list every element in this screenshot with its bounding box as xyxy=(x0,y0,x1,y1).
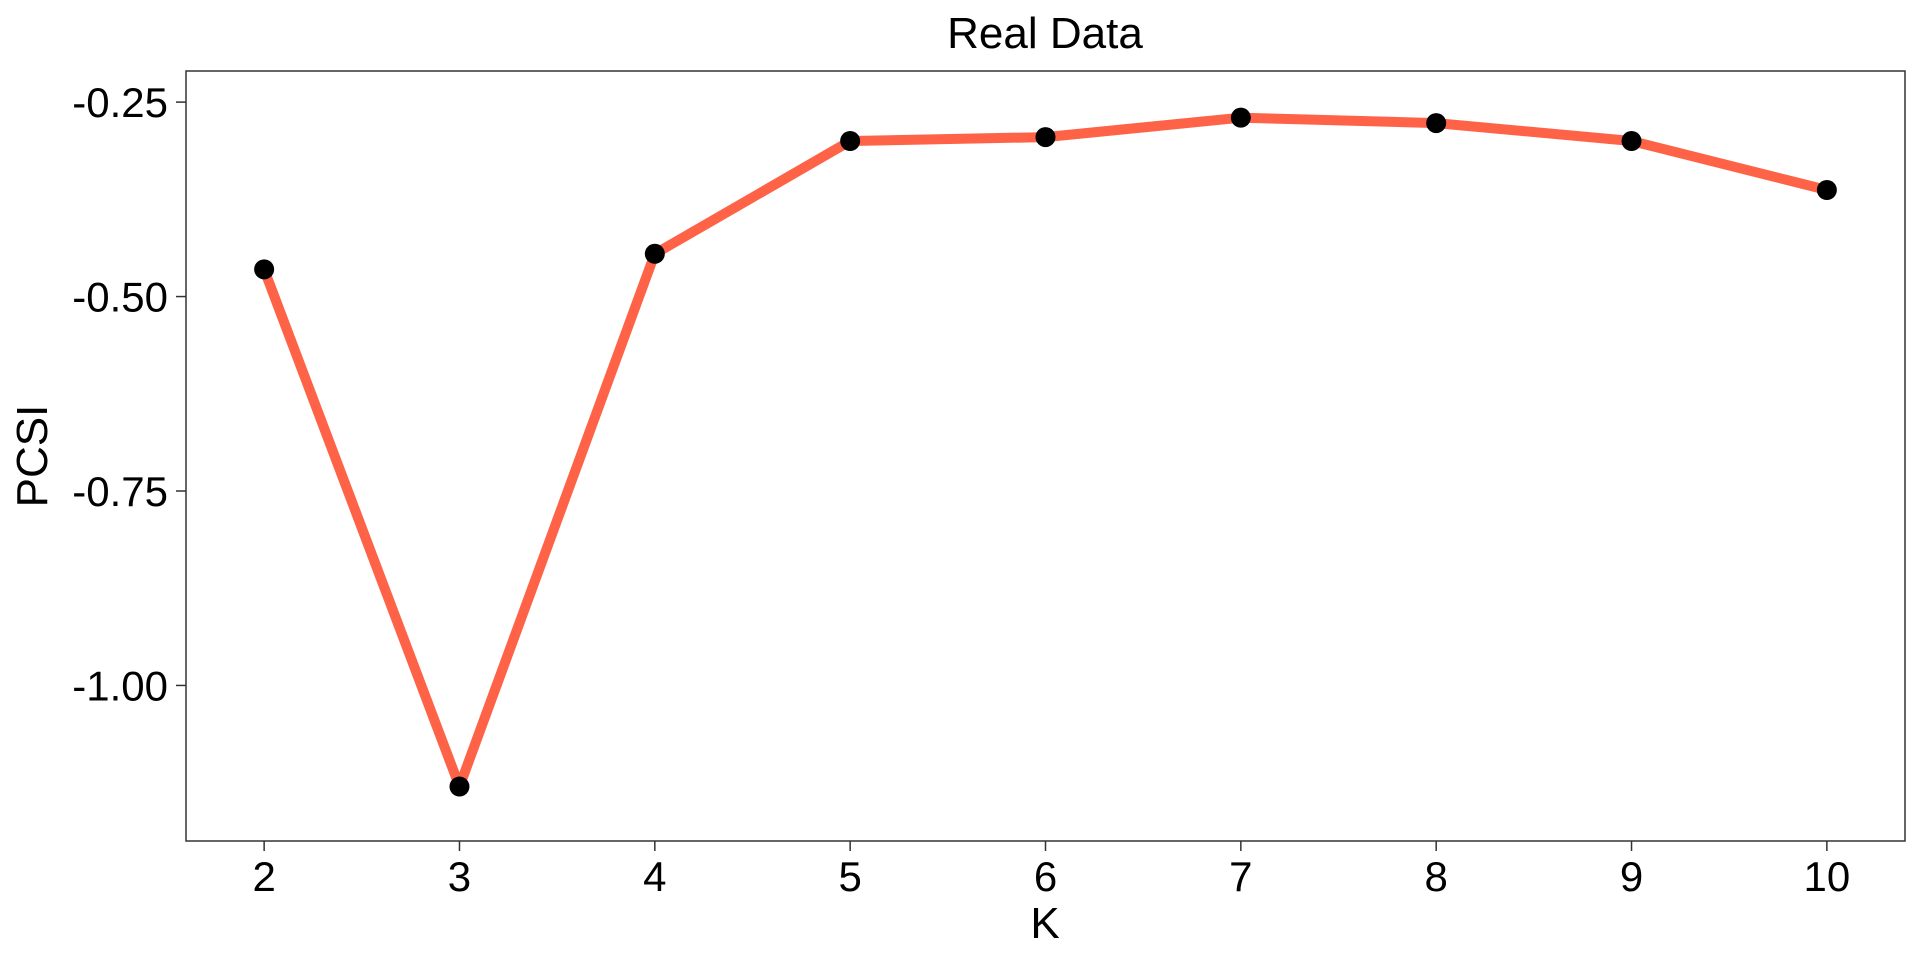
y-tick-label: -0.25 xyxy=(72,79,168,126)
x-tick-label: 9 xyxy=(1620,853,1643,900)
data-point xyxy=(254,259,275,280)
y-tick-label: -0.50 xyxy=(72,274,168,321)
data-point xyxy=(449,776,470,797)
y-axis: -1.00 -0.75 -0.50 -0.25 xyxy=(72,79,186,709)
data-point xyxy=(1035,127,1056,148)
plot-frame xyxy=(185,70,1906,842)
x-tick-label: 4 xyxy=(643,853,666,900)
y-axis-title: PCSI xyxy=(8,405,57,508)
x-tick-label: 3 xyxy=(448,853,471,900)
series-lines xyxy=(259,112,1829,792)
x-tick-label: 2 xyxy=(252,853,275,900)
data-point xyxy=(644,243,665,264)
x-axis: 2 3 4 5 6 7 8 9 10 xyxy=(252,841,1850,900)
x-tick-label: 7 xyxy=(1229,853,1252,900)
series-points xyxy=(254,107,1837,797)
chart-title: Real Data xyxy=(947,9,1143,58)
data-point xyxy=(1816,180,1837,200)
data-point xyxy=(1230,107,1251,128)
x-tick-label: 6 xyxy=(1034,853,1057,900)
y-tick-label: -0.75 xyxy=(72,468,168,515)
data-point xyxy=(1621,131,1642,151)
x-tick-label: 8 xyxy=(1425,853,1448,900)
x-tick-label: 10 xyxy=(1804,853,1851,900)
data-point xyxy=(840,131,861,151)
y-tick-label: -1.00 xyxy=(72,662,168,709)
x-axis-title: K xyxy=(1030,899,1059,948)
x-tick-label: 5 xyxy=(838,853,861,900)
data-point xyxy=(1426,113,1447,134)
series-line xyxy=(259,112,1829,792)
